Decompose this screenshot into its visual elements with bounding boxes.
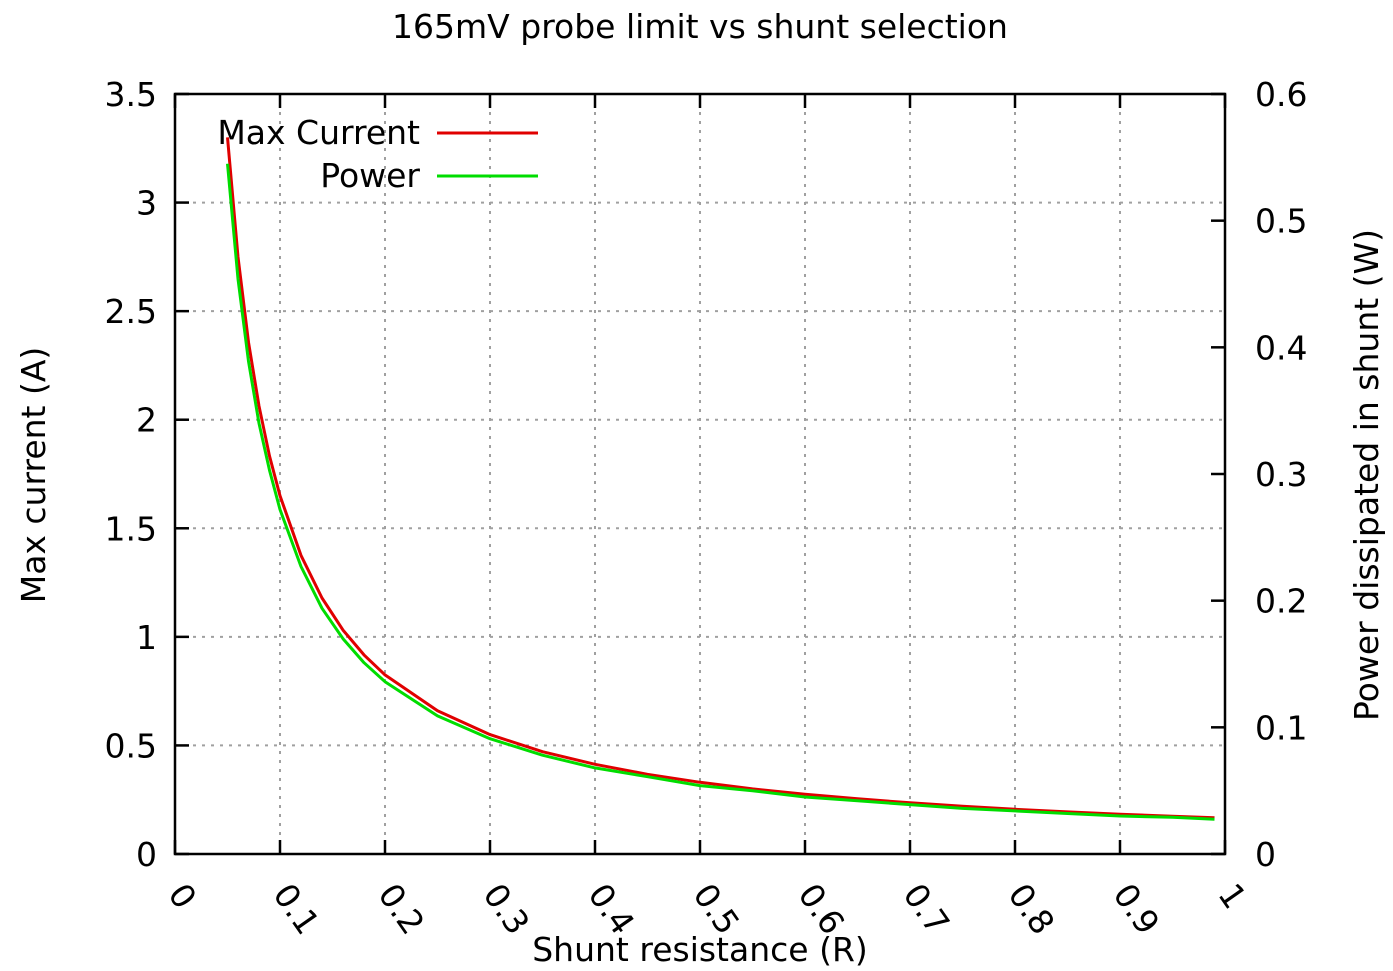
y2-tick-label: 0.3 [1255, 455, 1307, 494]
x-tick-label: 0.1 [265, 876, 327, 941]
series-line-power [226, 163, 1215, 821]
x-tick-label: 0.9 [1105, 876, 1167, 941]
y-tick-label: 0.5 [105, 726, 157, 765]
legend-label: Max Current [217, 113, 420, 152]
y2-tick-label: 0.1 [1255, 708, 1307, 747]
y2-axis-label: Power dissipated in shunt (W) [1347, 229, 1386, 721]
y-tick-label: 2 [136, 401, 157, 440]
x-tick-label: 0.7 [895, 876, 957, 941]
x-tick-label: 1 [1210, 876, 1254, 916]
x-tick-label: 0 [160, 876, 204, 916]
x-tick-label: 0.8 [1000, 876, 1062, 941]
legend: Max Current Power [217, 113, 538, 195]
chart-title: 165mV probe limit vs shunt selection [392, 7, 1008, 46]
series-line-max-current [226, 137, 1215, 820]
x-tick-label: 0.3 [475, 876, 537, 941]
y-tick-label: 3 [136, 184, 157, 223]
y2-tick-label: 0.2 [1255, 582, 1307, 621]
series-layer [226, 137, 1215, 821]
y-tick-label: 3.5 [105, 75, 157, 114]
y2-tick-label: 0.5 [1255, 202, 1307, 241]
y2-tick-label: 0.6 [1255, 75, 1307, 114]
legend-label: Power [320, 156, 420, 195]
y2-tick-label: 0 [1255, 835, 1276, 874]
y-tick-label: 0 [136, 835, 157, 874]
x-tick-label: 0.2 [370, 876, 432, 941]
y-tick-label: 1.5 [105, 509, 157, 548]
y-tick-label: 2.5 [105, 292, 157, 331]
x-axis-label: Shunt resistance (R) [532, 930, 868, 969]
y2-tick-label: 0.4 [1255, 328, 1307, 367]
grid [175, 94, 1225, 854]
y-axis-label: Max current (A) [14, 347, 53, 604]
y-tick-label: 1 [136, 618, 157, 657]
